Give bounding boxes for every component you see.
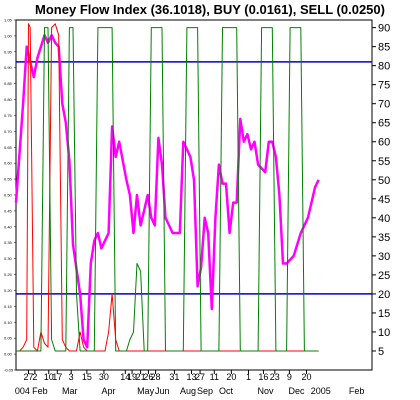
y-axis-left: -0.05 0.00 0.05 0.10 0.15 0.20 0.25 0.30 0.35 0.4…	[4, 18, 16, 373]
x-tick-label: 2	[32, 372, 37, 382]
y-left-tick-label: 0.90	[4, 65, 13, 70]
y-left-tick-label: 0.75	[4, 113, 13, 118]
y-right-tick-label: 30	[378, 251, 390, 263]
y-right-tick-label: 35	[378, 232, 390, 244]
y-left-tick-label: 1.05	[4, 18, 13, 23]
series-line-3	[16, 27, 319, 352]
y-left-tick-label: 0.40	[4, 224, 13, 229]
y-left-tick-label: 0.20	[4, 288, 13, 293]
y-left-tick-label: 0.10	[4, 320, 13, 325]
y-left-tick-label: 0.65	[4, 145, 13, 150]
y-right-tick-label: 15	[378, 308, 390, 320]
x-month-label: Feb	[349, 386, 365, 396]
y-right-tick-label: 20	[378, 289, 390, 301]
x-tick-label: 1	[246, 372, 251, 382]
x-month-label: Nov	[258, 386, 275, 396]
series-lines	[14, 23, 320, 352]
x-month-label: Aug	[180, 386, 196, 396]
x-month-label: Dec	[289, 386, 306, 396]
y-left-tick-label: 0.00	[4, 352, 13, 357]
y-left-tick-label: 0.05	[4, 336, 13, 341]
series-line-1	[14, 33, 320, 349]
x-tick-label: 27	[195, 372, 205, 382]
x-tick-label: 21	[136, 372, 146, 382]
y-right-tick-label: 70	[378, 99, 390, 111]
y-left-tick-label: 0.30	[4, 256, 13, 261]
y-left-tick-label: 0.15	[4, 304, 13, 309]
x-tick-label: 11	[210, 372, 219, 382]
y-left-tick-label: 0.35	[4, 240, 13, 245]
y-left-tick-label: 0.55	[4, 177, 13, 182]
x-tick-label: 19	[127, 372, 137, 382]
x-month-label: Sep	[197, 386, 213, 396]
y-right-tick-label: 60	[378, 137, 390, 149]
y-left-tick-label: -0.05	[4, 368, 14, 373]
y-left-tick-label: 0.95	[4, 49, 13, 54]
x-month-label: 004	[15, 386, 30, 396]
x-tick-label: 20	[301, 372, 311, 382]
x-tick-label: 16	[258, 372, 268, 382]
y-left-tick-label: 0.80	[4, 97, 13, 102]
y-right-tick-label: 40	[378, 213, 390, 225]
x-month-label: Apr	[102, 386, 116, 396]
y-axis-right: 5 10 15 20 25 30 35 40 45 50 55 60 65 70 75 80 85 90	[372, 23, 390, 358]
x-tick-label: 30	[99, 372, 109, 382]
x-tick-label: 3	[69, 372, 74, 382]
y-right-tick-label: 80	[378, 61, 390, 73]
y-left-tick-label: 0.50	[4, 193, 13, 198]
x-tick-label: 20	[226, 372, 236, 382]
x-tick-label: 13	[187, 372, 197, 382]
threshold-lines	[16, 61, 372, 295]
y-right-tick-label: 50	[378, 175, 390, 187]
y-left-tick-label: 0.85	[4, 81, 13, 86]
chart-title: Money Flow Index (36.1018), BUY (0.0161)…	[35, 2, 385, 17]
x-tick-label: 28	[151, 372, 161, 382]
x-tick-label: 26	[143, 372, 153, 382]
y-right-tick-label: 10	[378, 327, 390, 339]
y-right-tick-label: 25	[378, 270, 390, 282]
x-month-label: May	[137, 386, 155, 396]
x-tick-label: 9	[287, 372, 292, 382]
x-month-label: Mar	[62, 386, 78, 396]
y-right-tick-label: 90	[378, 23, 390, 35]
x-tick-label: 10	[44, 372, 54, 382]
x-month-label: Feb	[32, 386, 48, 396]
y-right-tick-label: 55	[378, 156, 390, 168]
y-right-tick-label: 45	[378, 194, 390, 206]
y-left-tick-label: 0.70	[4, 129, 13, 134]
x-tick-label: 17	[52, 372, 62, 382]
y-left-tick-label: 1.00	[4, 33, 13, 38]
x-tick-label: 27	[23, 372, 33, 382]
x-month-label: Oct	[219, 386, 234, 396]
y-right-tick-label: 85	[378, 42, 390, 54]
x-month-label: Jun	[155, 386, 170, 396]
x-tick-label: 14	[120, 372, 130, 382]
y-left-tick-label: 0.45	[4, 208, 13, 213]
y-right-tick-label: 5	[378, 346, 384, 358]
x-tick-label: 31	[169, 372, 179, 382]
x-month-label: 2005	[311, 386, 331, 396]
y-left-tick-label: 0.60	[4, 161, 13, 166]
x-tick-label: 23	[270, 372, 280, 382]
y-left-tick-label: 0.25	[4, 272, 13, 277]
x-tick-label: 15	[82, 372, 92, 382]
y-right-tick-label: 75	[378, 80, 390, 92]
y-right-tick-label: 65	[378, 118, 390, 130]
